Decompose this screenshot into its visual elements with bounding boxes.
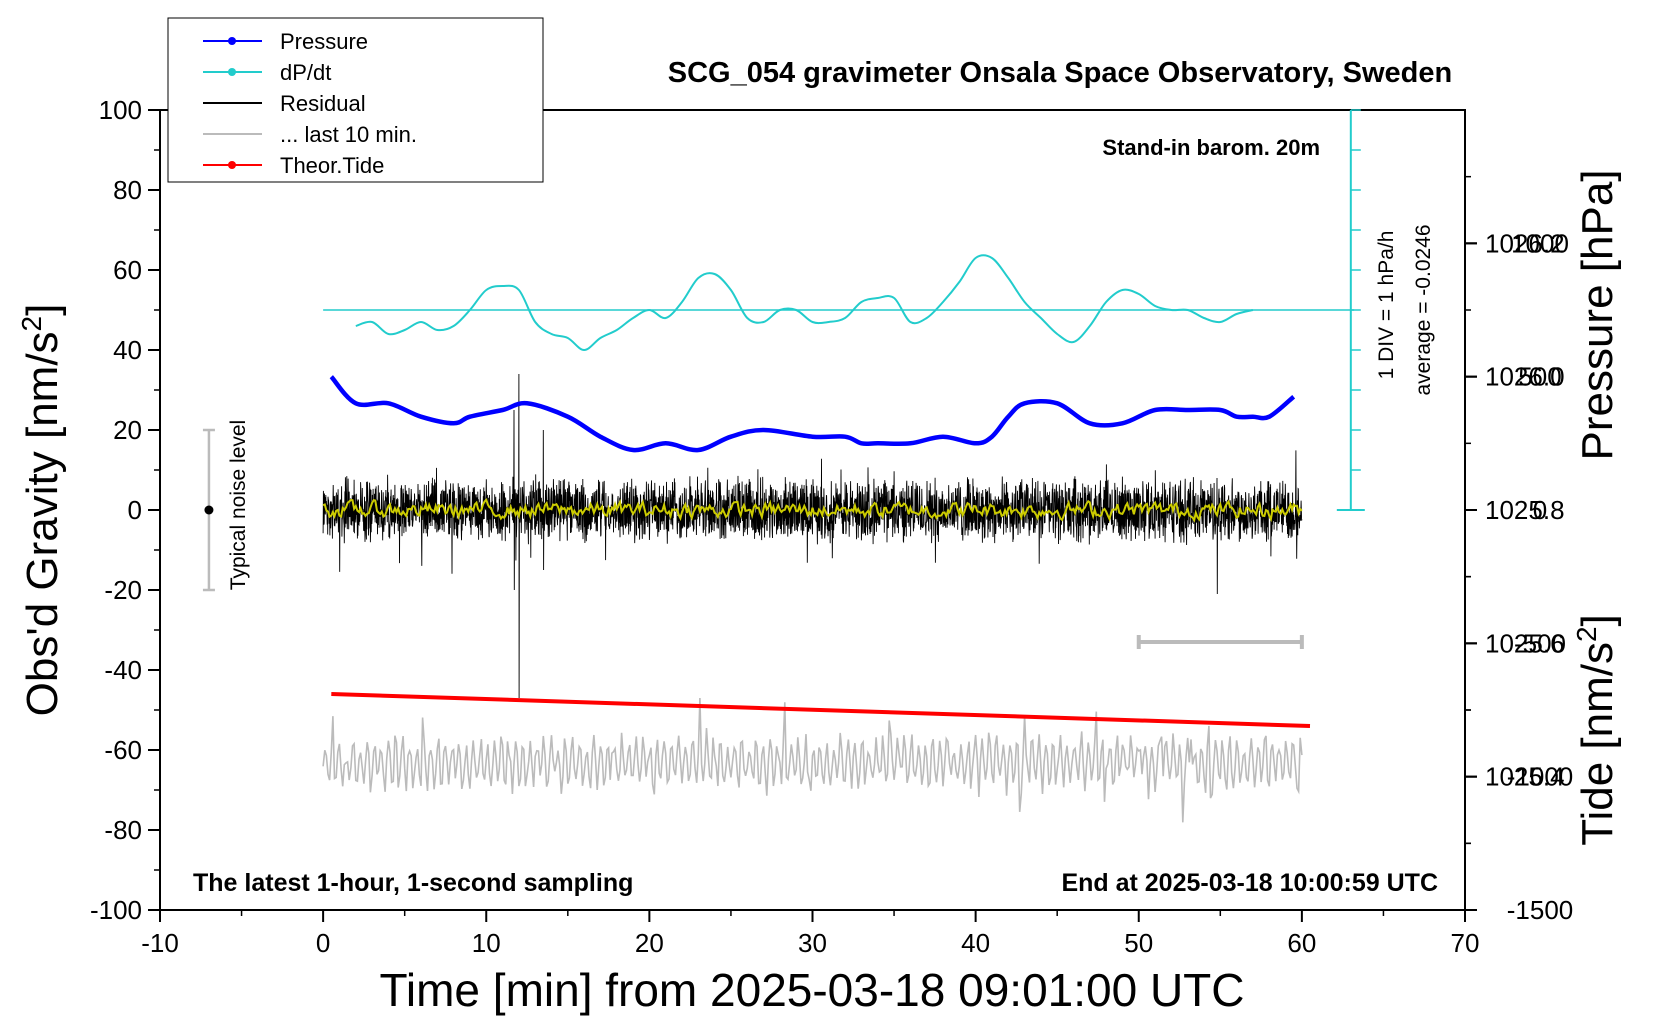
- y-tick-label-gravity: 60: [113, 255, 142, 285]
- y-tick-label-gravity: -40: [104, 655, 142, 685]
- legend-marker: [228, 161, 236, 169]
- y-axis-label-gravity: Obs'd Gravity [nm/s2]: [16, 304, 67, 717]
- y-tick-label-gravity: 40: [113, 335, 142, 365]
- y-tick-label-gravity: -100: [90, 895, 142, 925]
- legend-label: Residual: [280, 91, 366, 116]
- y-tick-label-tide: 1000: [1511, 228, 1569, 258]
- y-axis-label-tide-text: Tide [nm/s: [1573, 642, 1622, 846]
- legend-label: Theor.Tide: [280, 153, 384, 178]
- y-tick-label-tide: -1000: [1507, 762, 1574, 792]
- noise-bar-center-dot: [204, 505, 214, 515]
- x-tick-label: 10: [472, 928, 501, 958]
- y-axis-label-tide-sup: 2: [1571, 626, 1602, 642]
- x-tick-label: 20: [635, 928, 664, 958]
- y-tick-label-tide: 0: [1533, 495, 1547, 525]
- y-tick-label-pressure: 1025.6: [1485, 628, 1565, 658]
- data-series: [202, 254, 1355, 823]
- legend-marker: [228, 68, 236, 76]
- y-tick-label-pressure: 1026.2: [1485, 228, 1565, 258]
- stand-in-barometer-note: Stand-in barom. 20m: [1102, 135, 1320, 160]
- x-tick-label: 30: [798, 928, 827, 958]
- pressure-line: [329, 375, 1296, 453]
- x-tick-label: -10: [141, 928, 179, 958]
- x-tick-label: 0: [316, 928, 330, 958]
- legend-label: ... last 10 min.: [280, 122, 417, 147]
- y-axis-label-pressure: Pressure [hPa]: [1573, 169, 1622, 460]
- y-tick-label-gravity: -60: [104, 735, 142, 765]
- y-tick-label-gravity: 20: [113, 415, 142, 445]
- y-axis-label-gravity-sup: 2: [16, 316, 47, 332]
- y-tick-label-tide: -500: [1514, 628, 1566, 658]
- x-tick-label: 60: [1287, 928, 1316, 958]
- legend: Pressure dP/dt Residual ... last 10 min. The…: [167, 17, 544, 183]
- y-tick-label-pressure: 1025.4: [1485, 762, 1565, 792]
- legend-marker: [228, 37, 236, 45]
- average-note: average = -0.0246: [1412, 224, 1435, 395]
- x-axis-label: Time [min] from 2025-03-18 09:01:00 UTC: [380, 964, 1245, 1016]
- theor-tide-line: [331, 692, 1311, 728]
- y-axis-label-gravity-close: ]: [18, 304, 67, 316]
- legend-box: [167, 17, 544, 183]
- noise-level-note: Typical noise level: [227, 420, 250, 590]
- legend-label: dP/dt: [280, 60, 331, 85]
- y-axis-label-tide: Tide [nm/s2]: [1571, 614, 1622, 846]
- y-tick-label-tide: 500: [1518, 362, 1561, 392]
- y-axis-label-gravity-text: Obs'd Gravity [nm/s: [18, 331, 67, 716]
- end-time-note: End at 2025-03-18 10:00:59 UTC: [1061, 869, 1438, 897]
- sampling-note: The latest 1-hour, 1-second sampling: [193, 869, 633, 897]
- legend-label: Pressure: [280, 29, 368, 54]
- y-tick-label-gravity: 80: [113, 175, 142, 205]
- y-tick-label-gravity: -20: [104, 575, 142, 605]
- chart-title: SCG_054 gravimeter Onsala Space Observat…: [668, 57, 1452, 89]
- y-tick-label-pressure: 1026.0: [1485, 362, 1565, 392]
- dpdt-line: [355, 254, 1254, 352]
- x-tick-label: 70: [1451, 928, 1480, 958]
- div-scale-note: 1 DIV = 1 hPa/h: [1375, 231, 1398, 380]
- y-tick-label-gravity: 100: [99, 95, 142, 125]
- y-tick-label-gravity: 0: [128, 495, 142, 525]
- axis-ticks: -10 0 10 20 30 40 50 60 70100806040200-20-40-60-…: [90, 95, 1573, 958]
- last-10-min-line: [322, 697, 1303, 823]
- y-tick-label-gravity: -80: [104, 815, 142, 845]
- x-tick-label: 50: [1124, 928, 1153, 958]
- y-tick-label-pressure: 1025.8: [1485, 495, 1565, 525]
- residual-smoothed-line: [322, 497, 1303, 523]
- residual-line: [322, 373, 1303, 699]
- x-tick-label: 40: [961, 928, 990, 958]
- y-tick-label-tide: -1500: [1507, 895, 1574, 925]
- y-axis-label-tide-close: ]: [1573, 614, 1622, 626]
